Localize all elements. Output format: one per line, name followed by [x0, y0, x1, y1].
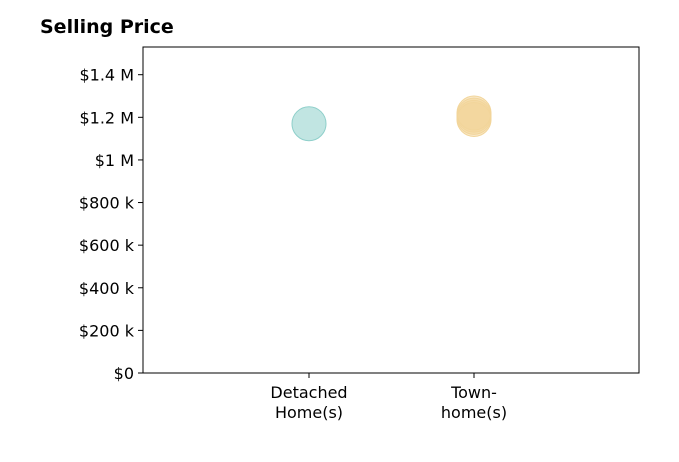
- data-points: [291, 95, 492, 142]
- plot-frame: [142, 46, 640, 374]
- y-tick-label: $0: [114, 364, 134, 383]
- x-tick-label: home(s): [441, 403, 507, 422]
- y-tick-label: $800 k: [79, 194, 135, 213]
- y-tick-label: $400 k: [79, 279, 135, 298]
- y-tick-label: $200 k: [79, 321, 135, 340]
- y-tick-label: $1 M: [95, 151, 134, 170]
- y-axis: $0 $200 k $400 k $600 k $800 k $1 M $1.2 M $1.4…: [79, 66, 143, 383]
- data-point: [456, 95, 492, 131]
- x-tick-label: Detached: [270, 383, 347, 402]
- x-tick-label: Home(s): [275, 403, 343, 422]
- y-tick-label: $1.2 M: [79, 108, 134, 127]
- x-tick-label: Town-: [450, 383, 497, 402]
- y-tick-label: $1.4 M: [79, 66, 134, 85]
- chart-title: Selling Price: [40, 16, 174, 38]
- y-tick-label: $600 k: [79, 236, 135, 255]
- data-point: [291, 106, 327, 142]
